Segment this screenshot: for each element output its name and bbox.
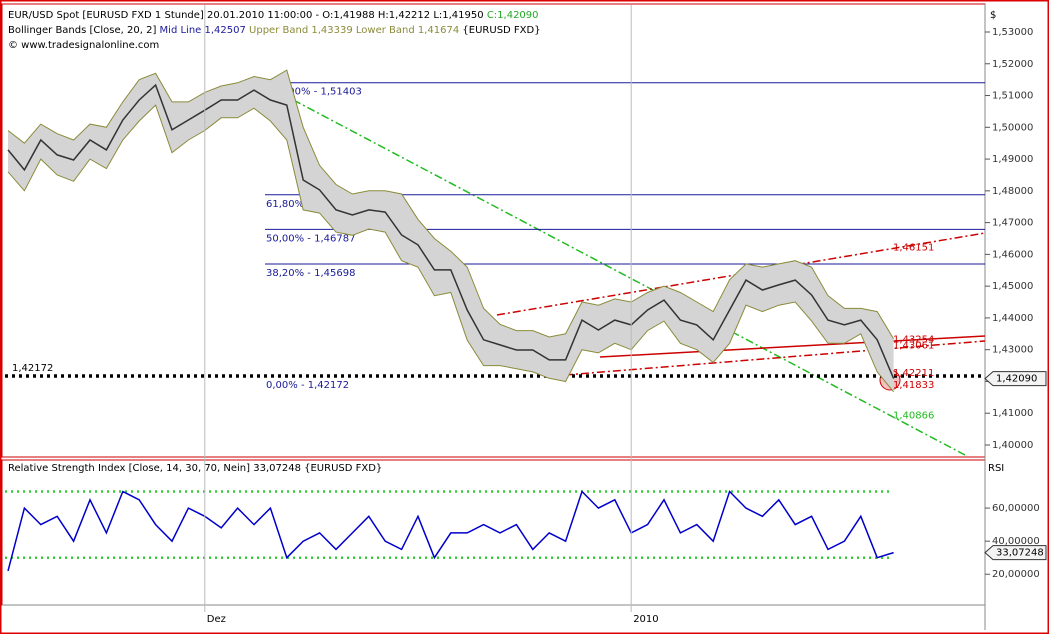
fib-label: 50,00% - 1,46787 (266, 233, 355, 244)
trend-line (564, 340, 986, 376)
series-line (7, 104, 894, 393)
y-axis-label: $ (990, 10, 996, 21)
fib-label: 0,00% - 1,42172 (266, 380, 349, 391)
y-tick-label: 1,40000 (992, 440, 1033, 451)
title: EUR/USD Spot [EURUSD FXD 1 Stunde] 20.01… (8, 10, 484, 21)
bands-label: Upper Band 1,43339 Lower Band 1,41674 (249, 25, 459, 36)
fib-label: 38,20% - 1,45698 (266, 268, 355, 279)
copyright: © www.tradesignalonline.com (8, 40, 159, 51)
fib-label: 100,00% - 1,51403 (266, 87, 362, 98)
rsi-title: Relative Strength Index [Close, 14, 30, … (8, 463, 382, 474)
price-tag-label: 1,42090 (996, 374, 1037, 385)
y-tick-label: 60,00000 (992, 503, 1040, 514)
indicator: Bollinger Bands [Close, 20, 2] (8, 25, 156, 36)
indicator-header: Bollinger Bands [Close, 20, 2] Mid Line … (8, 25, 541, 36)
price-tag (984, 545, 1047, 561)
y-tick-label: 1,50000 (992, 122, 1033, 133)
y-tick-label: 1,52000 (992, 59, 1033, 70)
x-tick-label: Dez (207, 614, 226, 625)
y-tick-label: 1,53000 (992, 27, 1033, 38)
price-tag (984, 371, 1047, 387)
y-tick-label: 20,00000 (992, 569, 1040, 580)
y-tick-label: 1,41000 (992, 408, 1033, 419)
support-label: 1,42172 (12, 363, 53, 374)
band-fill (8, 70, 894, 392)
series-line (7, 69, 895, 340)
y-tick-label: 1,46000 (992, 249, 1033, 260)
annotation: 1,42211 (893, 368, 934, 379)
annotation: 1,46151 (893, 243, 934, 254)
symbol: {EURUSD FXD} (462, 25, 540, 36)
series-line (7, 83, 895, 379)
annotation: 1,43061 (893, 341, 934, 352)
chart-header: EUR/USD Spot [EURUSD FXD 1 Stunde] 20.01… (8, 10, 539, 21)
y-axis-label: RSI (988, 463, 1004, 474)
trend-line (599, 335, 986, 358)
y-tick-label: 1,45000 (992, 281, 1033, 292)
annotation: 1,41833 (893, 380, 934, 391)
price-tag-label: 33,07248 (996, 548, 1044, 559)
y-tick-label: 1,49000 (992, 154, 1033, 165)
price-panel (1, 3, 986, 458)
close-label: C:1,42090 (487, 10, 539, 21)
mid-line: Mid Line 1,42507 (160, 25, 246, 36)
y-tick-label: 1,48000 (992, 186, 1033, 197)
annotation: 1,43254 (893, 335, 934, 346)
y-tick-label: 1,47000 (992, 218, 1033, 229)
y-tick-label: 1,44000 (992, 313, 1033, 324)
y-tick-label: 1,51000 (992, 91, 1033, 102)
x-tick-label: 2010 (633, 614, 658, 625)
y-tick-label: 40,00000 (992, 536, 1040, 547)
rsi-panel (1, 459, 986, 606)
annotation: 1,40866 (893, 410, 934, 421)
trend-line (264, 84, 966, 456)
series-line (7, 490, 894, 572)
y-tick-label: 1,43000 (992, 345, 1033, 356)
